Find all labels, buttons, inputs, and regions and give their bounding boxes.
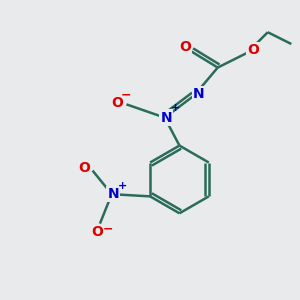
Text: N: N [107,187,119,201]
Text: −: − [121,88,132,101]
Text: O: O [112,96,124,110]
Text: +: + [118,181,128,191]
Text: O: O [179,40,191,54]
Text: O: O [91,225,103,239]
Text: +: + [171,103,181,113]
Text: O: O [78,161,90,175]
Text: O: O [247,43,259,57]
Text: N: N [193,87,204,101]
Text: N: N [160,111,172,124]
Text: −: − [103,222,113,236]
